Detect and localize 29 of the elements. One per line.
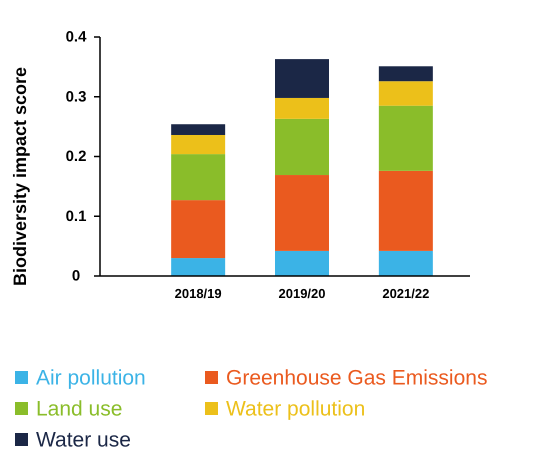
x-tick-label: 2021/22 — [382, 286, 430, 301]
bar — [378, 106, 433, 171]
bar — [171, 154, 226, 200]
bar — [171, 200, 226, 258]
legend-label: Land use — [36, 398, 122, 420]
y-tick-label: 0.3 — [66, 88, 86, 106]
y-axis-title: Biodiversity impact score — [10, 66, 30, 286]
bar — [171, 124, 226, 135]
legend-label: Greenhouse Gas Emissions — [226, 366, 488, 390]
x-tick-label: 2018/19 — [174, 286, 222, 301]
y-tick-label: 0.1 — [66, 208, 86, 225]
x-tick-label: 2019/20 — [278, 286, 326, 301]
legend-label: Water pollution — [226, 398, 366, 420]
bar — [171, 258, 226, 276]
bar — [171, 134, 226, 154]
legend-label: Air pollution — [36, 366, 146, 390]
bar — [378, 170, 433, 251]
bar — [378, 66, 433, 82]
legend-label: Water use — [36, 428, 131, 450]
bar — [275, 59, 329, 98]
y-tick-label: 0.4 — [66, 28, 88, 46]
bar — [378, 81, 433, 106]
y-tick-label: 0.2 — [66, 148, 86, 165]
bar — [275, 98, 329, 119]
bar — [275, 118, 329, 176]
bar — [275, 175, 329, 251]
y-tick-label: 0 — [72, 268, 80, 284]
bar — [378, 250, 433, 276]
bar — [275, 250, 329, 276]
